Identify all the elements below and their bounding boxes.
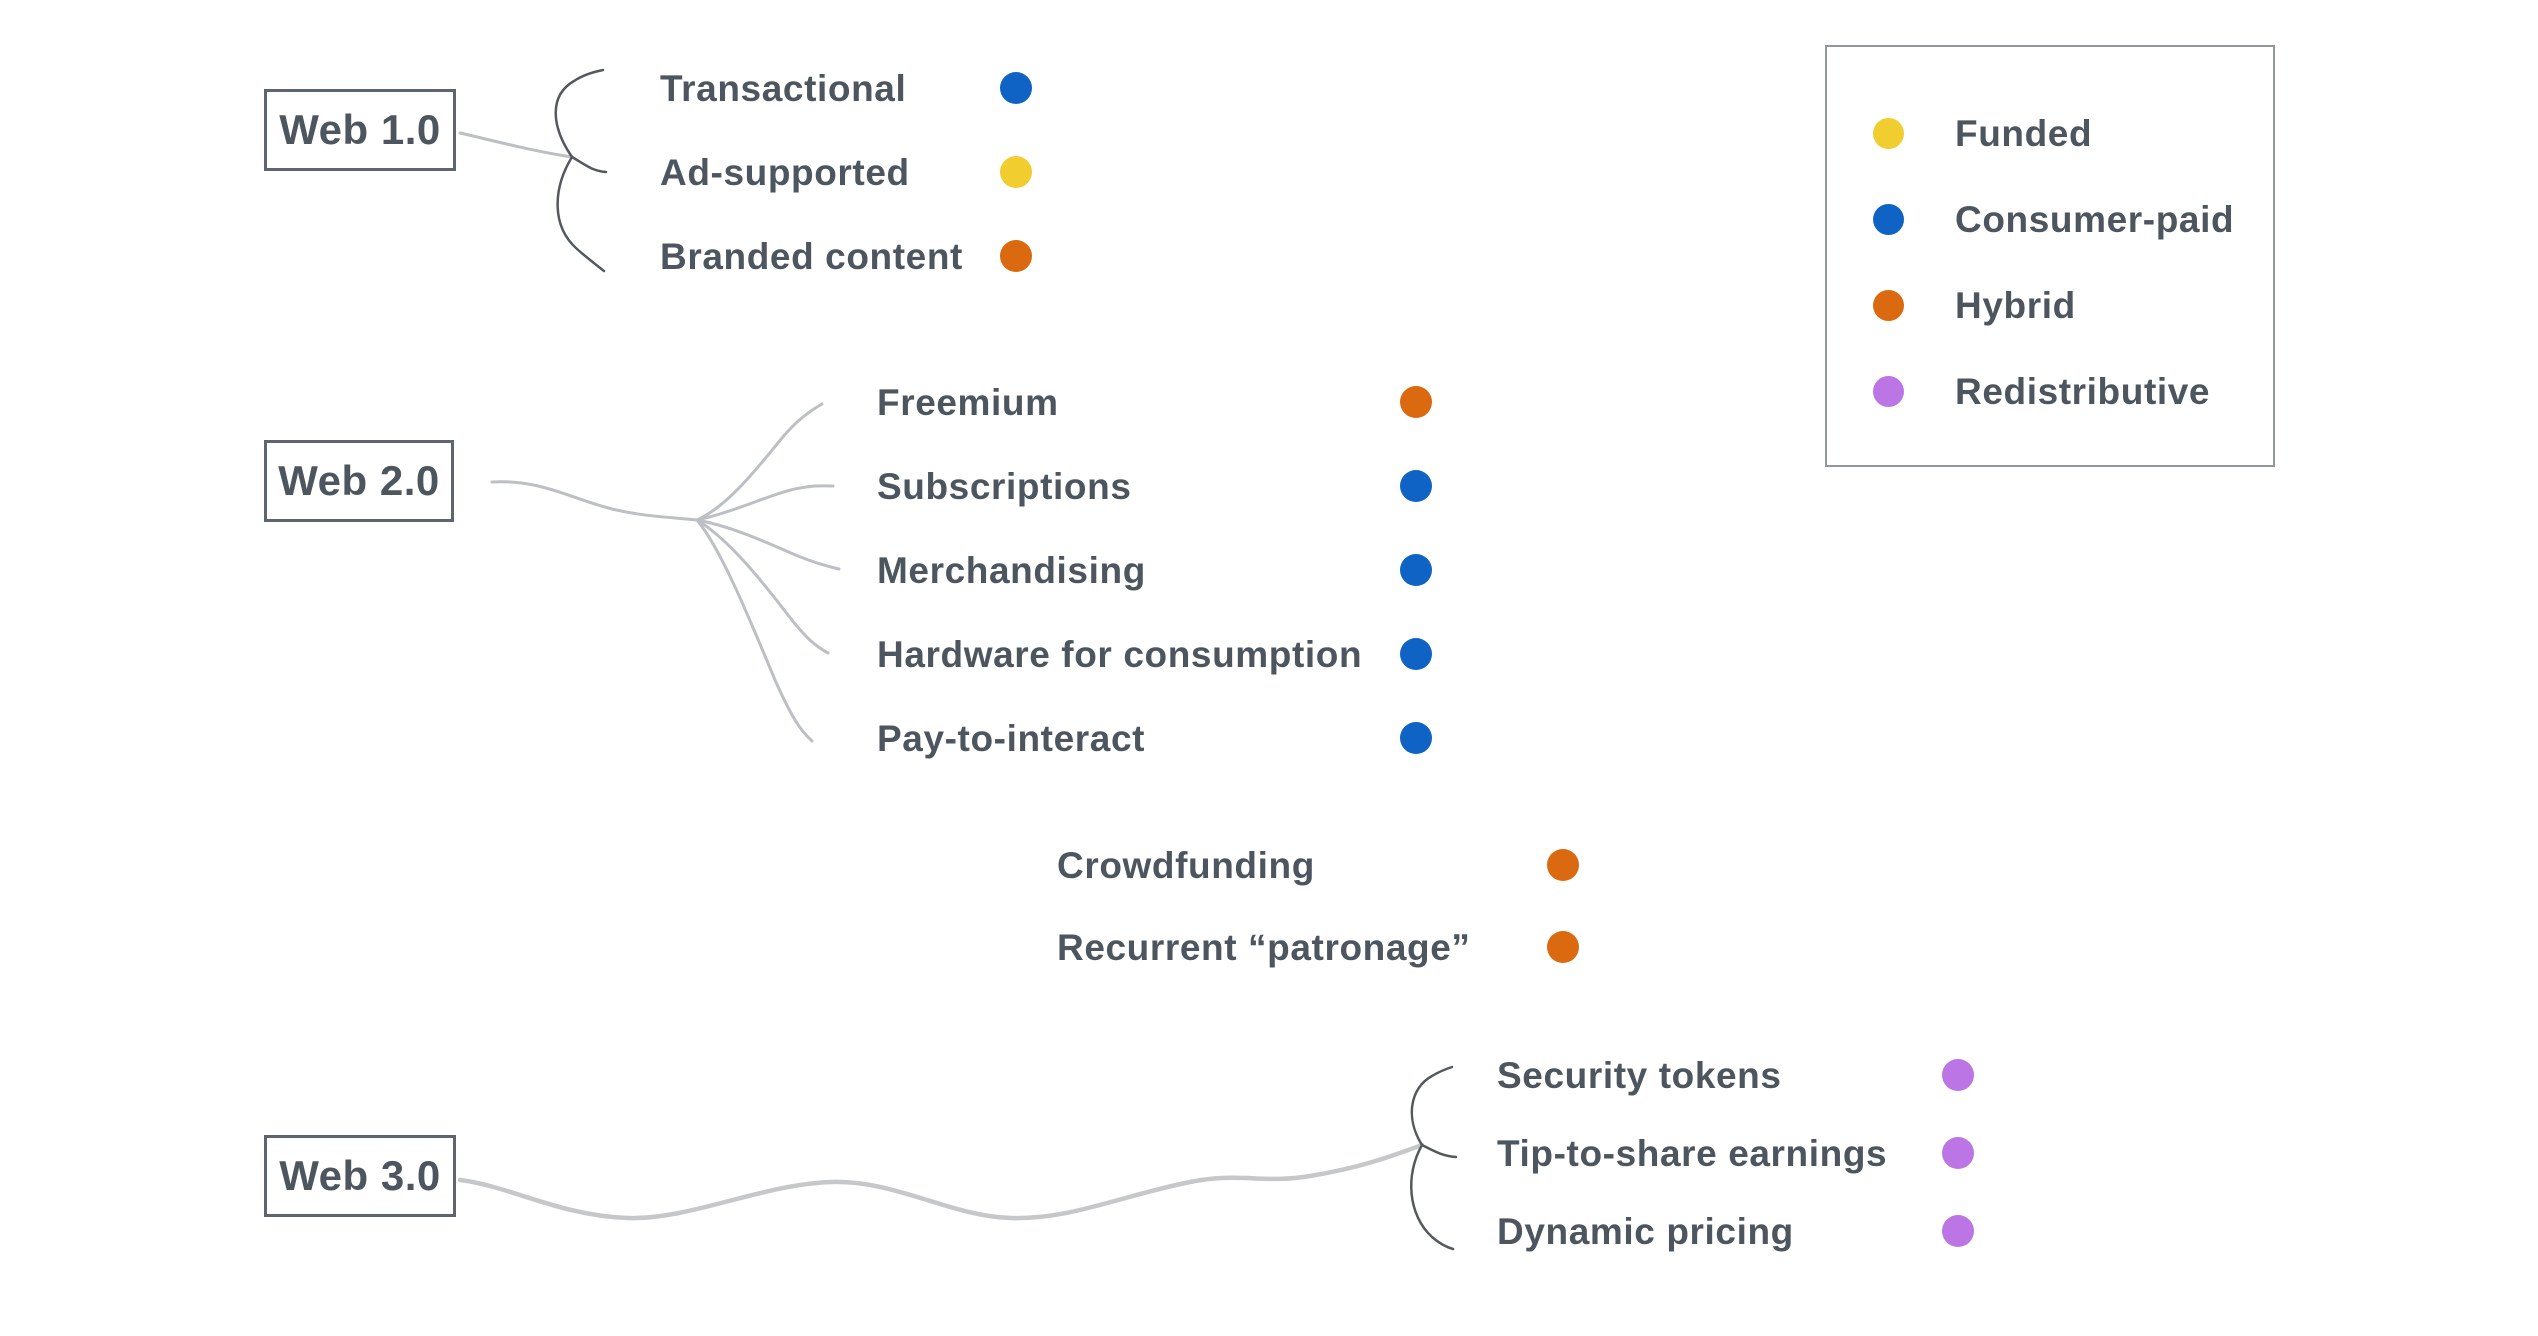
item-label: Dynamic pricing [1497, 1210, 1794, 1252]
consumer-paid-dot [1400, 638, 1432, 670]
item-label: Freemium [877, 381, 1059, 423]
web1-stem-line [458, 131, 574, 159]
legend-item: Hybrid [1873, 282, 2076, 328]
model-item: Freemium [877, 379, 1432, 425]
legend-box: Funded Consumer-paid Hybrid Redistributive [1825, 45, 2275, 467]
node-label-web3: Web 3.0 [279, 1152, 441, 1199]
redistributive-dot [1942, 1059, 1974, 1091]
item-label: Branded content [660, 235, 963, 277]
node-box-web2: Web 2.0 [264, 440, 454, 522]
model-item: Hardware for consumption [877, 631, 1432, 677]
web2-branch-pay [695, 518, 814, 743]
hybrid-dot [1400, 386, 1432, 418]
node-label-web2: Web 2.0 [278, 457, 440, 504]
web1-brace-top [554, 68, 605, 159]
consumer-paid-dot [1400, 554, 1432, 586]
consumer-paid-dot [1873, 203, 1904, 235]
consumer-paid-dot [1000, 72, 1032, 104]
legend-item: Redistributive [1873, 368, 2210, 414]
item-label: Transactional [660, 67, 907, 109]
model-item: Ad-supported [660, 149, 1032, 195]
web2-branch-hardware [695, 518, 830, 655]
item-label: Recurrent “patronage” [1057, 926, 1471, 968]
hybrid-dot [1547, 931, 1579, 963]
item-label: Security tokens [1497, 1054, 1782, 1096]
legend-label: Hybrid [1955, 284, 2076, 326]
node-box-web1: Web 1.0 [264, 89, 456, 171]
legend-item: Funded [1873, 110, 2092, 156]
node-label-web1: Web 1.0 [279, 106, 441, 153]
funded-dot [1000, 156, 1032, 188]
redistributive-dot [1942, 1137, 1974, 1169]
web3-brace-bottom [1410, 1143, 1455, 1251]
model-item: Security tokens [1497, 1052, 1974, 1098]
model-item: Subscriptions [877, 463, 1432, 509]
web2-branch-merchandising [695, 518, 841, 571]
consumer-paid-dot [1400, 722, 1432, 754]
redistributive-dot [1873, 375, 1904, 407]
model-item: Transactional [660, 65, 1032, 111]
item-label: Tip-to-share earnings [1497, 1132, 1888, 1174]
model-item: Recurrent “patronage” [1057, 924, 1579, 970]
model-item: Merchandising [877, 547, 1432, 593]
model-item: Dynamic pricing [1497, 1208, 1974, 1254]
model-item: Pay-to-interact [877, 715, 1432, 761]
web2-stem-line [490, 480, 699, 522]
item-label: Crowdfunding [1057, 844, 1315, 886]
web2-branch-freemium [695, 402, 824, 522]
model-item: Crowdfunding [1057, 842, 1579, 888]
consumer-paid-dot [1400, 470, 1432, 502]
legend-label: Funded [1955, 112, 2093, 154]
hybrid-dot [1873, 289, 1904, 321]
web1-brace-mid [570, 155, 608, 174]
item-label: Subscriptions [877, 465, 1132, 507]
legend-label: Consumer-paid [1955, 198, 2235, 240]
node-box-web3: Web 3.0 [264, 1135, 456, 1217]
model-item: Branded content [660, 233, 1032, 279]
item-label: Ad-supported [660, 151, 910, 193]
web2-branch-subscriptions [695, 484, 835, 522]
redistributive-dot [1942, 1215, 1974, 1247]
funded-dot [1873, 117, 1904, 149]
model-item: Tip-to-share earnings [1497, 1130, 1974, 1176]
web3-brace-top [1410, 1065, 1454, 1147]
web3-stem-wave [457, 1142, 1425, 1221]
legend-label: Redistributive [1955, 370, 2211, 412]
web1-brace-bottom [556, 155, 606, 273]
web3-brace-mid [1420, 1143, 1458, 1159]
item-label: Pay-to-interact [877, 717, 1146, 759]
item-label: Hardware for consumption [877, 633, 1363, 675]
hybrid-dot [1547, 849, 1579, 881]
hybrid-dot [1000, 240, 1032, 272]
item-label: Merchandising [877, 549, 1146, 591]
legend-item: Consumer-paid [1873, 196, 2234, 242]
